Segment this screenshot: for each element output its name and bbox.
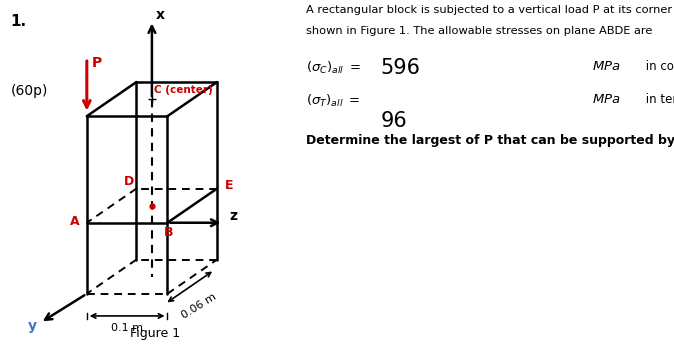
Text: $(\sigma_T)_{all}\ =$: $(\sigma_T)_{all}\ =$ <box>305 93 360 109</box>
Text: $MPa$: $MPa$ <box>592 93 620 106</box>
Text: (60p): (60p) <box>10 84 48 99</box>
Text: z: z <box>229 209 237 223</box>
Text: $MPa$: $MPa$ <box>592 60 620 73</box>
Text: Figure 1: Figure 1 <box>130 327 180 340</box>
Text: 596: 596 <box>380 58 421 78</box>
Text: 96: 96 <box>380 111 407 131</box>
Text: 1.: 1. <box>10 14 26 29</box>
Text: y: y <box>28 319 37 333</box>
Text: in compression: in compression <box>642 60 674 73</box>
Text: P: P <box>92 56 102 70</box>
Text: $(\sigma_C)_{all}\ =$: $(\sigma_C)_{all}\ =$ <box>305 60 361 76</box>
Text: shown in Figure 1. The allowable stresses on plane ABDE are: shown in Figure 1. The allowable stresse… <box>305 26 652 36</box>
Text: A rectangular block is subjected to a vertical load P at its corner as: A rectangular block is subjected to a ve… <box>305 5 674 15</box>
Text: x: x <box>156 8 164 22</box>
Text: D: D <box>123 175 134 188</box>
Text: Determine the largest of P that can be supported by the block.: Determine the largest of P that can be s… <box>305 134 674 147</box>
Text: A: A <box>70 214 80 227</box>
Text: in tension.: in tension. <box>642 93 674 106</box>
Text: C (center): C (center) <box>154 85 213 95</box>
Text: B: B <box>164 226 174 239</box>
Text: E: E <box>224 180 233 192</box>
Text: 0.1 m: 0.1 m <box>111 323 143 333</box>
Text: 0.06 m: 0.06 m <box>180 292 218 321</box>
